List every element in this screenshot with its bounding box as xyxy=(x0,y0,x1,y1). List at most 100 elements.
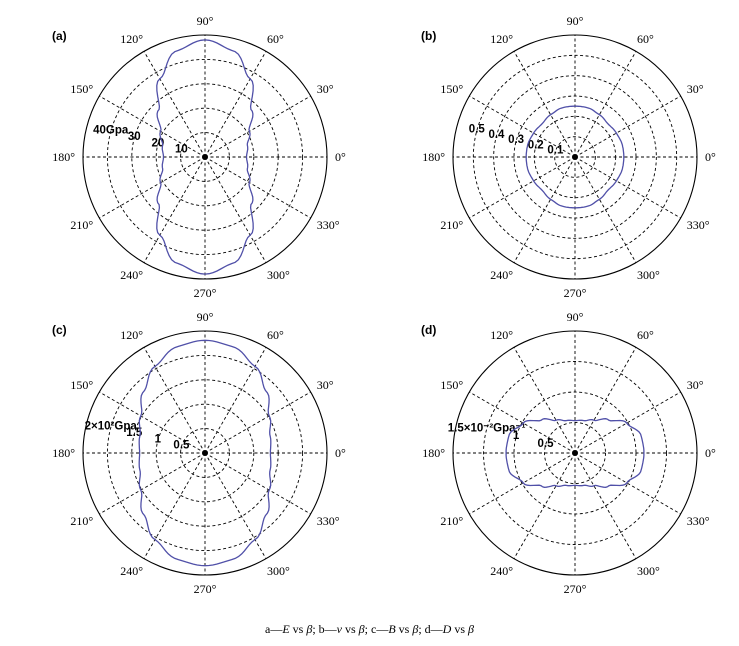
center-point xyxy=(572,450,578,456)
grid-spoke xyxy=(513,347,576,454)
radial-tick-label: 2×10²Gpa xyxy=(85,421,138,433)
grid-spoke xyxy=(99,156,206,219)
grid-spoke xyxy=(574,452,681,515)
center-point xyxy=(202,154,208,160)
angle-tick-label: 210° xyxy=(70,514,93,528)
angle-tick-label: 300° xyxy=(637,564,660,578)
grid-ring xyxy=(493,75,657,239)
caption-c-vs: vs xyxy=(395,622,413,636)
angle-tick-label: 30° xyxy=(317,82,334,96)
angle-tick-label: 270° xyxy=(564,582,587,596)
grid-ring xyxy=(155,107,255,207)
angle-tick-label: 210° xyxy=(440,514,463,528)
grid-spoke xyxy=(143,156,206,263)
angle-tick-label: 270° xyxy=(194,582,217,596)
angle-tick-label: 90° xyxy=(197,14,214,28)
angle-tick-label: 150° xyxy=(70,378,93,392)
grid-spoke xyxy=(574,347,637,454)
grid-spoke xyxy=(143,347,206,454)
radial-tick-label: 0.4 xyxy=(488,129,505,141)
radial-tick-label: 1 xyxy=(513,430,520,442)
caption-b-beta: β xyxy=(358,622,365,636)
caption-b-var: v xyxy=(336,622,342,636)
center-point xyxy=(202,450,208,456)
angle-tick-label: 180° xyxy=(422,150,445,164)
angle-tick-label: 120° xyxy=(120,32,143,46)
angle-tick-label: 270° xyxy=(564,286,587,300)
radial-tick-label: 1 xyxy=(155,433,162,445)
radial-tick-label: 40Gpa xyxy=(93,125,129,137)
radial-tick-label: 10 xyxy=(175,144,188,156)
angle-tick-label: 150° xyxy=(440,378,463,392)
angle-tick-label: 60° xyxy=(267,328,284,342)
angle-tick-label: 120° xyxy=(490,32,513,46)
angle-tick-label: 180° xyxy=(52,446,75,460)
grid-spoke xyxy=(513,452,576,559)
angle-tick-label: 300° xyxy=(267,564,290,578)
angle-tick-label: 90° xyxy=(567,310,584,324)
grid-spoke xyxy=(469,156,576,219)
angle-tick-label: 30° xyxy=(317,378,334,392)
angle-tick-label: 300° xyxy=(637,268,660,282)
angle-tick-label: 90° xyxy=(567,14,584,28)
caption-d-vs: vs xyxy=(451,622,469,636)
angle-tick-label: 270° xyxy=(194,286,217,300)
data-curve xyxy=(525,105,625,209)
angle-tick-label: 150° xyxy=(440,82,463,96)
angle-tick-label: 90° xyxy=(197,310,214,324)
grid-spoke xyxy=(204,156,267,263)
angle-tick-label: 330° xyxy=(687,218,710,232)
caption-d-prefix: ; d— xyxy=(418,622,443,636)
grid-spoke xyxy=(574,51,637,158)
radial-tick-label: 0.2 xyxy=(528,139,544,151)
grid-spoke xyxy=(204,452,267,559)
angle-tick-label: 0° xyxy=(705,446,716,460)
grid-spoke xyxy=(469,452,576,515)
radial-tick-label: 1.5 xyxy=(126,427,143,439)
angle-tick-label: 30° xyxy=(687,82,704,96)
angle-tick-label: 60° xyxy=(267,32,284,46)
caption-b-prefix: ; b— xyxy=(312,622,337,636)
grid-spoke xyxy=(574,452,637,559)
angle-tick-label: 120° xyxy=(490,328,513,342)
angle-tick-label: 240° xyxy=(120,564,143,578)
grid-ring xyxy=(554,136,596,178)
grid-spoke xyxy=(204,347,267,454)
grid-spoke xyxy=(574,95,681,158)
grid-spoke xyxy=(99,391,206,454)
panel-label: (d) xyxy=(421,323,436,337)
radial-tick-label: 0.3 xyxy=(508,134,524,146)
grid-spoke xyxy=(513,156,576,263)
caption-d-var: D xyxy=(442,622,452,636)
angle-tick-label: 330° xyxy=(687,514,710,528)
grid-spoke xyxy=(204,452,311,515)
grid-spoke xyxy=(143,452,206,559)
panel-a-polar-plot: 0° 30° 60° 90° 120° 150° 180° 210° 240° 270° 300° 3… xyxy=(52,14,346,300)
grid-spoke xyxy=(99,452,206,515)
caption-c-beta: β xyxy=(412,622,419,636)
angle-tick-label: 180° xyxy=(422,446,445,460)
radial-tick-label: 1.5×10⁻²Gpa⁻¹ xyxy=(448,422,526,434)
radial-tick-label: 0.5 xyxy=(173,440,190,452)
radial-tick-label: 0.5 xyxy=(538,438,555,450)
panel-label: (c) xyxy=(52,323,67,337)
data-curve xyxy=(156,39,254,275)
grid-spoke xyxy=(204,391,311,454)
angle-tick-label: 0° xyxy=(335,150,346,164)
grid-ring xyxy=(106,354,304,552)
caption-a-vs: vs xyxy=(289,622,307,636)
angle-tick-label: 120° xyxy=(120,328,143,342)
caption-c-var: B xyxy=(388,622,396,636)
grid-spoke xyxy=(513,51,576,158)
panel-label: (b) xyxy=(421,29,436,43)
angle-tick-label: 150° xyxy=(70,82,93,96)
grid-spoke xyxy=(574,156,637,263)
angle-tick-label: 0° xyxy=(705,150,716,164)
grid-spoke xyxy=(204,51,267,158)
angle-tick-label: 30° xyxy=(687,378,704,392)
grid-spoke xyxy=(204,156,311,219)
caption-a-prefix: a— xyxy=(265,622,283,636)
panel-c-polar-plot: 0° 30° 60° 90° 120° 150° 180° 210° 240° 270° 300° 3… xyxy=(52,310,346,596)
figure-caption: a—E vs β; b—v vs β; c—B vs β; d—D vs β xyxy=(0,622,739,637)
caption-d-beta: β xyxy=(468,622,474,636)
